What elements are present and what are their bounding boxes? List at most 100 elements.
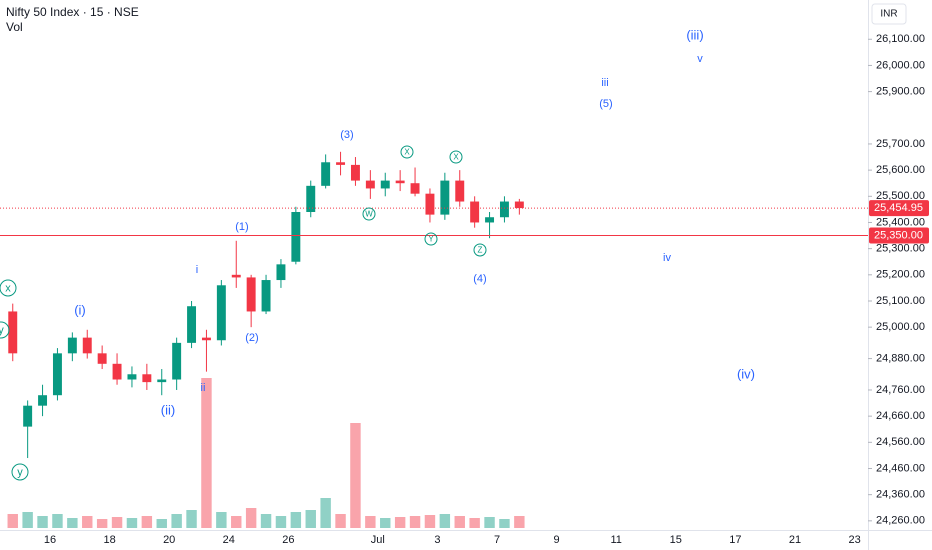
- candle-body: [172, 342, 182, 380]
- volume-bar: [82, 516, 93, 528]
- x-tick-label: 23: [848, 534, 860, 546]
- y-tick-label: 25,900.00: [876, 86, 925, 98]
- candle-body: [67, 337, 77, 354]
- y-tick-label: 25,000.00: [876, 321, 925, 333]
- volume-bar: [409, 516, 421, 528]
- y-tick-label: 25,100.00: [876, 295, 925, 307]
- candle-body: [246, 277, 256, 312]
- x-tick-label: 17: [729, 534, 741, 546]
- volume-bar: [469, 518, 480, 528]
- volume-bar: [290, 512, 302, 528]
- wave-label: (5): [599, 98, 612, 110]
- wave-circle: [0, 279, 17, 297]
- wave-label: (2): [245, 332, 258, 344]
- volume-bar: [37, 516, 48, 528]
- price-label-box: [869, 200, 929, 217]
- y-tick-label: 24,360.00: [876, 489, 925, 501]
- volume-bar: [350, 423, 361, 528]
- candle-body: [306, 185, 316, 212]
- volume-bar: [201, 378, 212, 528]
- wave-circle: [449, 150, 463, 164]
- volume-bar: [365, 516, 376, 528]
- wave-label: (4): [473, 273, 486, 285]
- x-tick-label: 11: [610, 534, 621, 546]
- corrective-label: Y: [428, 235, 434, 244]
- wave-circle: [473, 243, 487, 257]
- volume-bar: [394, 517, 406, 528]
- volume-bar: [186, 510, 197, 528]
- candle-body: [425, 193, 435, 215]
- x-tick-label: Jul: [371, 534, 385, 546]
- x-tick-label: 18: [103, 534, 115, 546]
- candle-body: [82, 337, 92, 354]
- volume-bar: [454, 516, 465, 528]
- candle-body: [440, 180, 450, 215]
- wave-circle: [362, 207, 376, 221]
- volume-bar: [52, 514, 63, 528]
- x-tick-label: 26: [282, 534, 294, 546]
- volume-bar: [275, 516, 287, 528]
- y-tick-label: 24,460.00: [876, 462, 925, 474]
- wave-label: ii: [201, 382, 206, 394]
- candle-body: [291, 212, 301, 262]
- volume-bar: [111, 517, 123, 528]
- candle-body: [231, 274, 241, 278]
- candle-body: [336, 162, 346, 165]
- corrective-label: X: [404, 148, 410, 157]
- volume-bar: [484, 517, 495, 528]
- y-tick-label: 25,300.00: [876, 243, 925, 255]
- wave-circle: [424, 232, 438, 246]
- volume-bar: [7, 514, 18, 528]
- volume-bar: [424, 515, 436, 528]
- currency-box[interactable]: [871, 3, 907, 25]
- y-tick-label: 24,660.00: [876, 410, 925, 422]
- wave-label: (iv): [737, 366, 755, 381]
- price-label: 25,350.00: [874, 229, 923, 241]
- wave-label: (iii): [686, 27, 703, 42]
- wave-circle: [400, 145, 414, 159]
- price-label-box: [869, 227, 929, 244]
- candle-body: [365, 180, 375, 189]
- candle-body: [8, 311, 18, 354]
- corrective-label: W: [365, 210, 373, 219]
- candle-body: [321, 162, 331, 186]
- currency[interactable]: INR: [880, 9, 897, 20]
- volume-bar: [439, 514, 451, 528]
- y-tick-label: 25,200.00: [876, 269, 925, 281]
- x-tick-label: 24: [223, 534, 235, 546]
- y-tick-label: 24,260.00: [876, 515, 925, 527]
- y-tick-label: 24,560.00: [876, 436, 925, 448]
- y-tick-label: 25,400.00: [876, 216, 925, 228]
- corrective-label: X: [453, 153, 459, 162]
- wave-label: (1): [235, 221, 248, 233]
- volume-bar: [380, 518, 391, 528]
- wave-label: (3): [340, 129, 353, 141]
- x-tick-label: 15: [670, 534, 682, 546]
- candle-body: [410, 183, 420, 194]
- volume-bar: [245, 508, 257, 528]
- wave-label: i: [196, 264, 198, 276]
- candle-body: [52, 353, 62, 396]
- corrective-label: Z: [478, 246, 483, 255]
- candle-body: [187, 306, 197, 343]
- x-tick-label: 16: [44, 534, 56, 546]
- y-tick-label: 24,880.00: [876, 352, 925, 364]
- volume-bar: [156, 519, 167, 528]
- x-tick-label: 21: [789, 534, 801, 546]
- volume-bar: [260, 514, 272, 528]
- volume-bar: [67, 518, 78, 528]
- y-tick-label: 26,000.00: [876, 59, 925, 71]
- volume-label: Vol: [6, 20, 23, 34]
- y-tick-label: 25,500.00: [876, 190, 925, 202]
- volume-bar: [305, 510, 316, 528]
- candle-body: [23, 405, 33, 427]
- volume-bar: [231, 516, 242, 528]
- candle-body: [485, 217, 495, 223]
- candle-body: [499, 201, 509, 218]
- wave-label: (ii): [161, 402, 175, 417]
- volume-bar: [514, 516, 525, 528]
- candle-body: [97, 353, 107, 364]
- candle-body: [395, 180, 405, 184]
